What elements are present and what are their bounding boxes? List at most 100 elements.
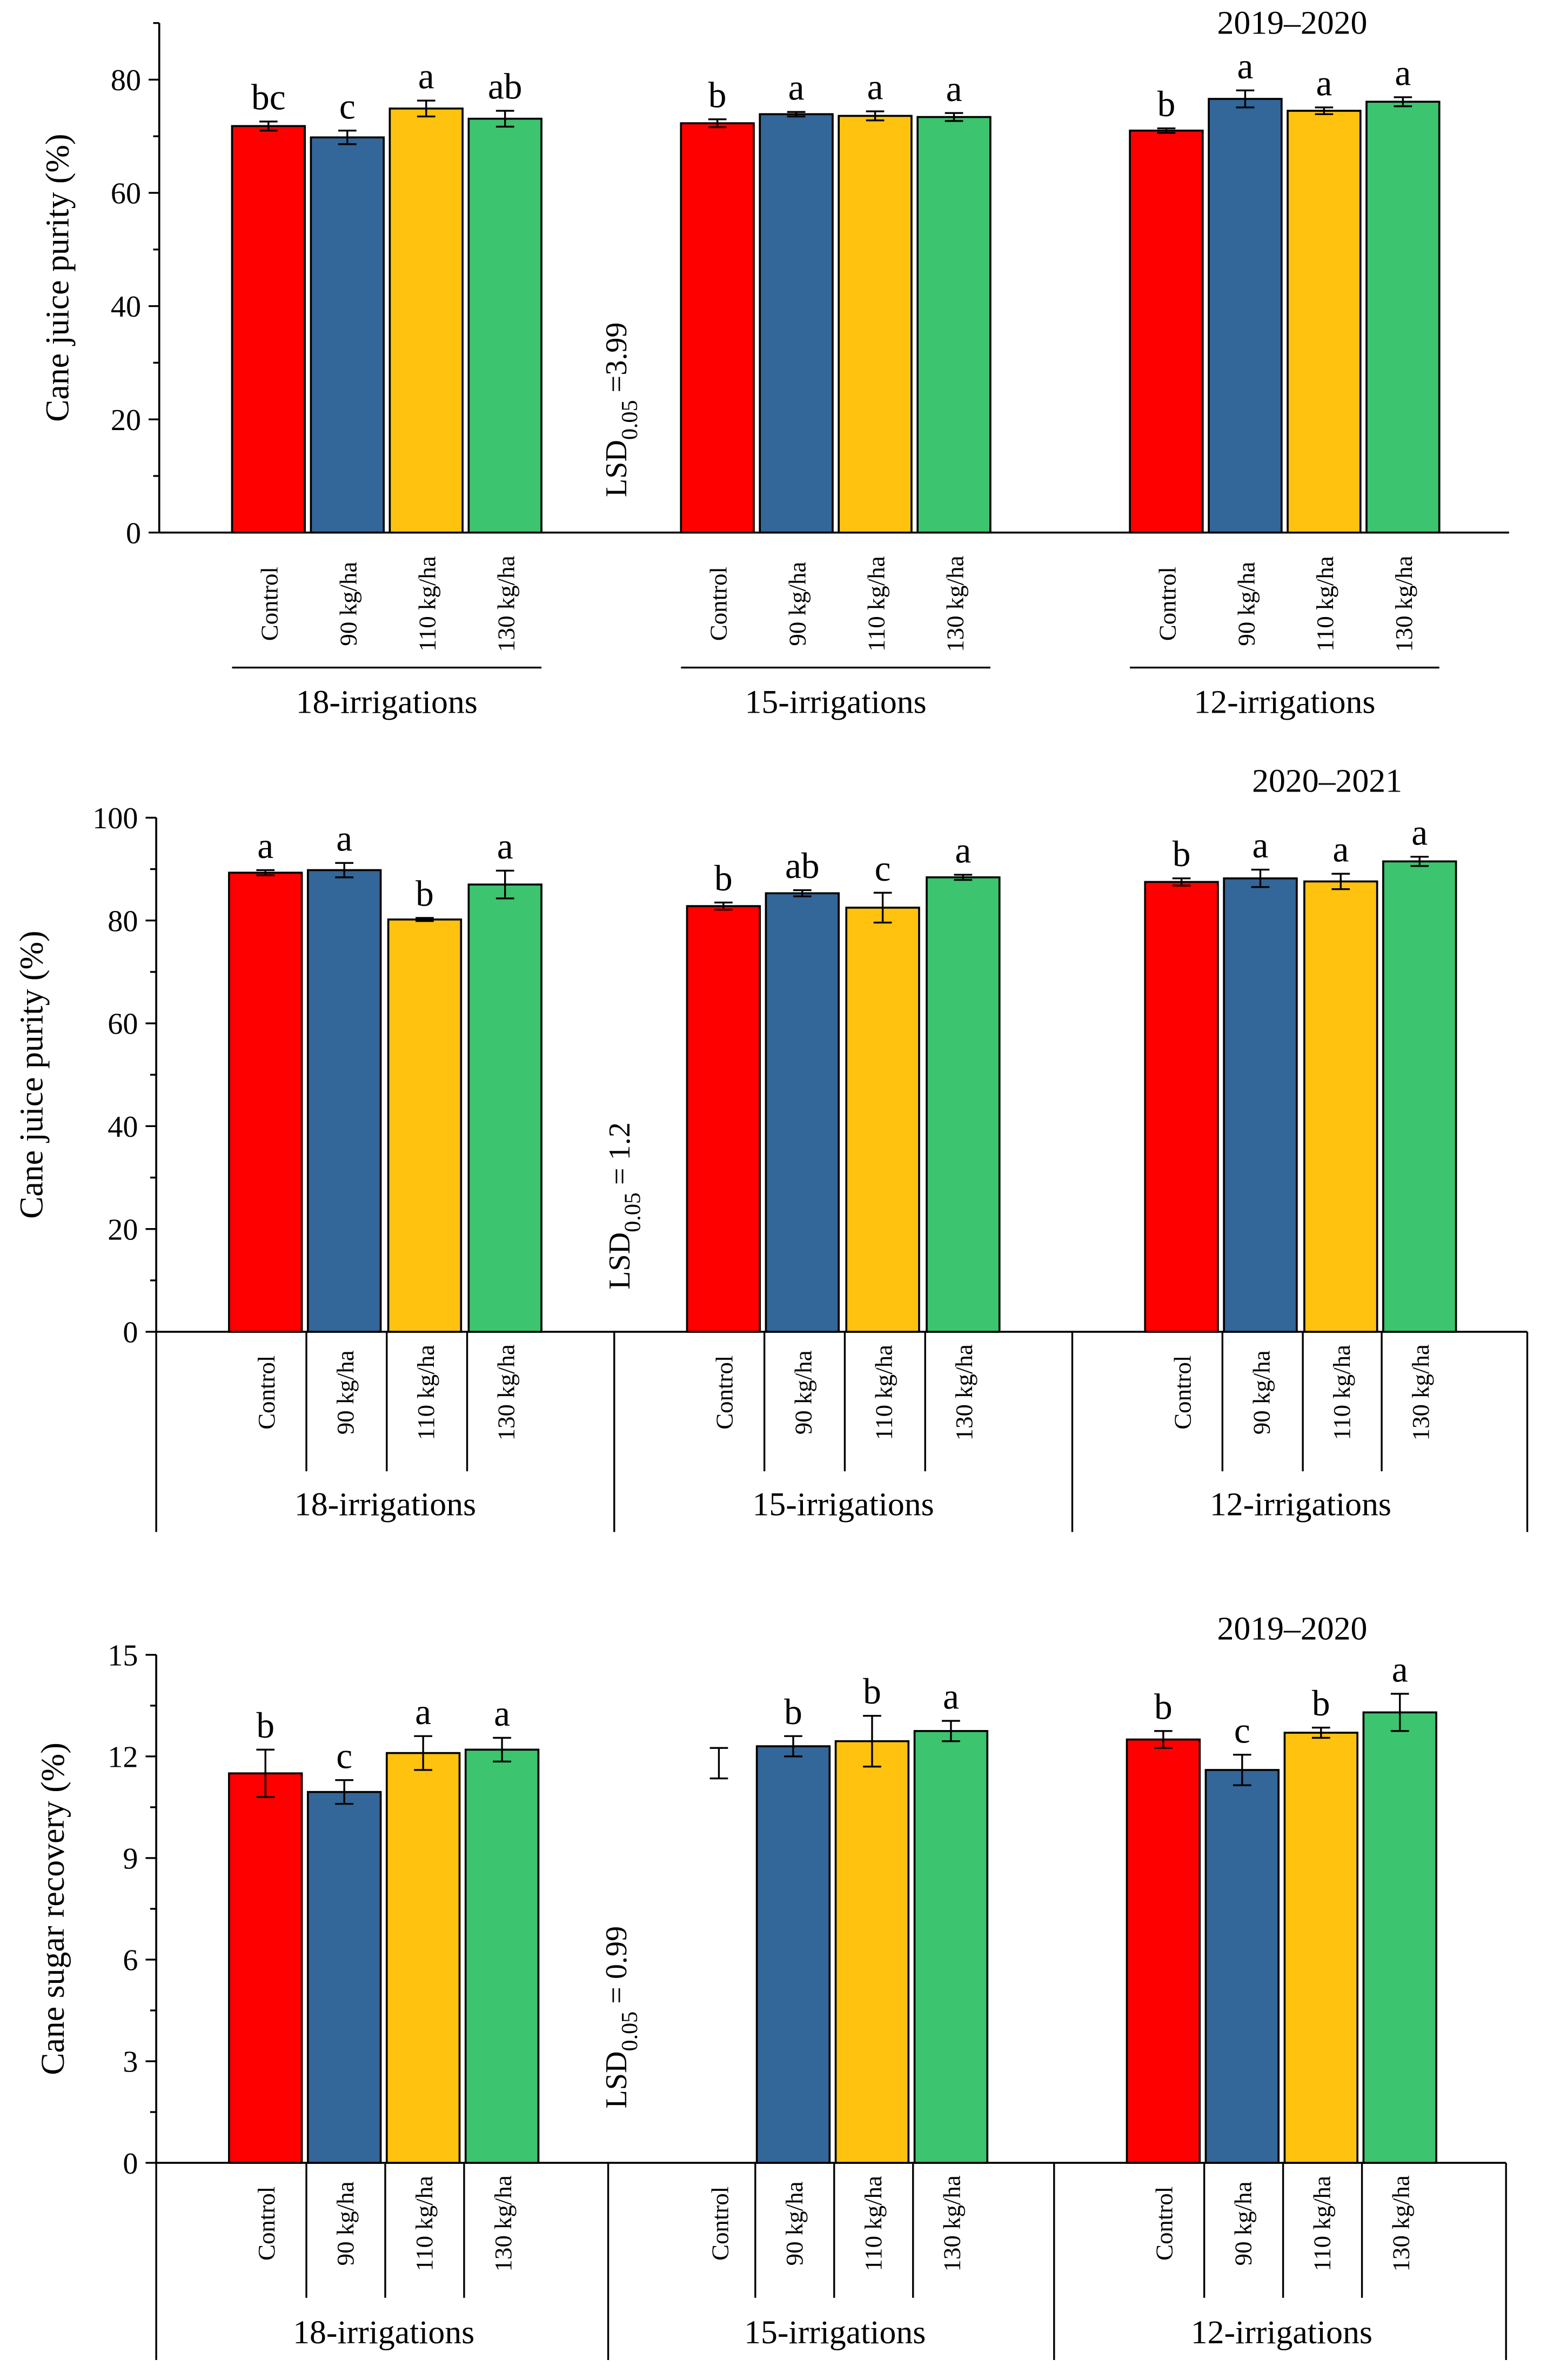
lsd-label: LSD <box>600 2051 633 2108</box>
category-label: 130 kg/ha <box>1390 555 1417 652</box>
category-label: 130 kg/ha <box>1407 1344 1434 1440</box>
group-label: 18-irrigations <box>293 2314 474 2351</box>
significance-letter: a <box>1237 46 1253 86</box>
group-label: 15-irrigations <box>753 1486 934 1523</box>
bar-18-irrigations-90-kg-ha <box>306 1791 382 2164</box>
significance-letter: a <box>943 1677 959 1717</box>
category-label: 130 kg/ha <box>493 555 520 652</box>
y-tick-label: 9 <box>123 1842 138 1876</box>
lsd-subscript: 0.05 <box>620 1192 645 1232</box>
category-label: 110 kg/ha <box>1328 1345 1355 1440</box>
group-label: 15-irrigations <box>744 2314 926 2351</box>
significance-letter: a <box>788 68 805 108</box>
category-label: Control <box>1169 1356 1196 1430</box>
significance-letter: a <box>494 1693 510 1734</box>
category-label: 110 kg/ha <box>411 2176 438 2271</box>
category-label: 90 kg/ha <box>332 1350 359 1434</box>
significance-letter: b <box>256 1705 274 1746</box>
y-tick-label: 3 <box>123 2046 138 2079</box>
group-label: 18-irrigations <box>294 1486 476 1523</box>
y-axis-label: Cane juice purity (%) <box>39 134 76 422</box>
bar-15-irrigations-110-kg-ha <box>845 907 920 1333</box>
category-label: 130 kg/ha <box>941 555 968 652</box>
significance-letter: a <box>1395 52 1411 93</box>
significance-letter: a <box>1411 812 1428 853</box>
y-tick-label: 0 <box>123 1316 138 1350</box>
category-label: 90 kg/ha <box>1248 1350 1275 1434</box>
bar-15-irrigations-110-kg-ha <box>838 115 913 534</box>
category-label: Control <box>253 1356 280 1430</box>
lsd-annotation: LSD0.05 =3.99 <box>600 323 642 498</box>
significance-letter: b <box>784 1692 802 1732</box>
bar-15-irrigations-110-kg-ha <box>834 1740 910 2164</box>
significance-letter: a <box>1392 1649 1408 1690</box>
bar-18-irrigations-110-kg-ha <box>389 108 464 534</box>
y-tick-label: 20 <box>111 404 141 437</box>
significance-letter: b <box>1154 1686 1173 1727</box>
significance-letter: a <box>946 69 962 109</box>
y-tick-label: 60 <box>108 1008 138 1041</box>
category-label: 130 kg/ha <box>939 2175 966 2271</box>
category-label: 110 kg/ha <box>862 556 889 652</box>
significance-letter: a <box>257 826 273 866</box>
lsd-subscript: 0.05 <box>617 400 642 440</box>
bar-18-irrigations-110-kg-ha <box>385 1752 461 2164</box>
group-label: 12-irrigations <box>1210 1486 1391 1523</box>
bar-12-irrigations-130-kg-ha <box>1362 1711 1437 2164</box>
bar-18-irrigations-90-kg-ha <box>306 869 382 1333</box>
significance-letter: ab <box>488 66 523 107</box>
group-label: 12-irrigations <box>1194 684 1375 721</box>
bar-18-irrigations-130-kg-ha <box>467 117 543 534</box>
y-tick-label: 100 <box>92 802 138 835</box>
lsd-value: = 0.99 <box>600 1926 633 2012</box>
bar-15-irrigations-130-kg-ha <box>926 876 1001 1333</box>
category-label: 90 kg/ha <box>1230 2181 1257 2265</box>
significance-letter: b <box>708 75 727 115</box>
bar-12-irrigations-90-kg-ha <box>1223 877 1298 1333</box>
bar-12-irrigations-Control <box>1144 881 1219 1333</box>
bar-12-irrigations-130-kg-ha <box>1382 860 1457 1333</box>
bar-18-irrigations-130-kg-ha <box>464 1748 540 2164</box>
significance-letter: a <box>955 830 971 871</box>
lsd-label: LSD <box>603 1232 637 1290</box>
bar-15-irrigations-Control <box>680 122 755 534</box>
group-label: 12-irrigations <box>1191 2314 1372 2351</box>
significance-letter: b <box>1173 834 1191 874</box>
category-label: Control <box>256 567 283 641</box>
bar-15-irrigations-90-kg-ha <box>759 113 834 534</box>
chart-title: 2020–2021 <box>1252 763 1402 800</box>
lsd-subscript: 0.05 <box>617 2012 642 2052</box>
bar-15-irrigations-90-kg-ha <box>755 1745 831 2164</box>
category-label: Control <box>253 2187 280 2261</box>
category-label: Control <box>1151 2187 1178 2261</box>
category-label: Control <box>706 2187 733 2261</box>
lsd-label: LSD <box>600 440 633 497</box>
y-tick-label: 6 <box>123 1944 138 1977</box>
bar-12-irrigations-Control <box>1129 129 1204 534</box>
significance-letter: a <box>497 826 513 867</box>
bar-15-irrigations-130-kg-ha <box>913 1730 989 2164</box>
y-axis-label: Cane sugar recovery (%) <box>35 1742 71 2075</box>
category-label: 90 kg/ha <box>1233 562 1260 646</box>
category-label: 130 kg/ha <box>1388 2175 1415 2271</box>
category-label: Control <box>705 567 732 641</box>
chart-panel-3: 0 3 6 9 12 15 Cane sugar recovery (%) 2019–2020… <box>35 1611 1507 2360</box>
category-label: 110 kg/ha <box>1311 556 1338 652</box>
bar-18-irrigations-130-kg-ha <box>467 883 543 1333</box>
significance-letter: ab <box>785 846 820 886</box>
category-label: 130 kg/ha <box>950 1344 977 1440</box>
lsd-value: = 1.2 <box>603 1122 637 1192</box>
y-axis-label: Cane juice purity (%) <box>14 931 50 1219</box>
significance-letter: a <box>415 1692 431 1732</box>
y-tick-label: 12 <box>108 1741 138 1774</box>
bar-12-irrigations-90-kg-ha <box>1204 1769 1280 2164</box>
category-label: 110 kg/ha <box>412 1345 439 1440</box>
category-label: 90 kg/ha <box>332 2181 359 2265</box>
bar-12-irrigations-90-kg-ha <box>1208 98 1283 534</box>
category-label: 110 kg/ha <box>870 1345 897 1440</box>
significance-letter: b <box>1312 1683 1330 1724</box>
bar-18-irrigations-90-kg-ha <box>310 136 385 534</box>
bar-15-irrigations-130-kg-ha <box>916 116 992 534</box>
bar-18-irrigations-Control <box>231 125 306 534</box>
